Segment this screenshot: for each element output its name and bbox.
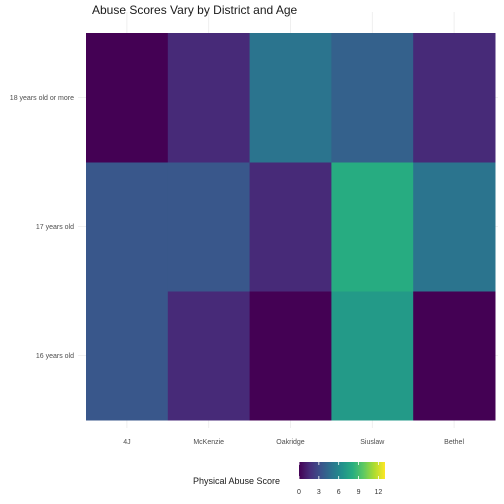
x-tick-label: 4J (123, 439, 130, 446)
x-axis-tick-labels: 4J McKenzie Oakridge Siuslaw Bethel (123, 439, 464, 446)
legend-tick-label: 9 (357, 489, 361, 496)
legend: Physical Abuse Score 0 3 6 9 12 (193, 462, 385, 496)
y-tick-label: 16 years old (36, 353, 74, 360)
legend-colorbar (299, 462, 385, 479)
y-tick-label: 17 years old (36, 224, 74, 231)
heatmap-cells (86, 33, 496, 421)
y-tick-label: 18 years old or more (10, 95, 74, 102)
heatmap-cell (168, 291, 250, 421)
heatmap-cell (168, 162, 250, 292)
heatmap-cell (413, 33, 495, 163)
heatmap-cell (331, 291, 413, 421)
legend-tick-label: 6 (337, 489, 341, 496)
heatmap-cell (250, 162, 332, 292)
heatmap-cell (168, 33, 250, 163)
x-tick-label: Siuslaw (360, 439, 385, 446)
x-tick-label: Bethel (444, 439, 464, 446)
heatmap-cell (331, 33, 413, 163)
legend-title: Physical Abuse Score (193, 476, 280, 486)
x-tick-label: McKenzie (193, 439, 224, 446)
heatmap-cell (413, 162, 495, 292)
legend-tick-label: 0 (297, 489, 301, 496)
legend-tick-label: 12 (374, 489, 382, 496)
heatmap-cell (86, 291, 168, 421)
heatmap-cell (413, 291, 495, 421)
y-axis-tick-labels: 16 years old 17 years old 18 years old or … (10, 95, 74, 360)
heatmap-cell (86, 33, 168, 163)
heatmap-cell (250, 291, 332, 421)
x-tick-label: Oakridge (276, 439, 305, 446)
legend-tick-label: 3 (317, 489, 321, 496)
heatmap-cell (86, 162, 168, 292)
heatmap-cell (331, 162, 413, 292)
heatmap-cell (250, 33, 332, 163)
